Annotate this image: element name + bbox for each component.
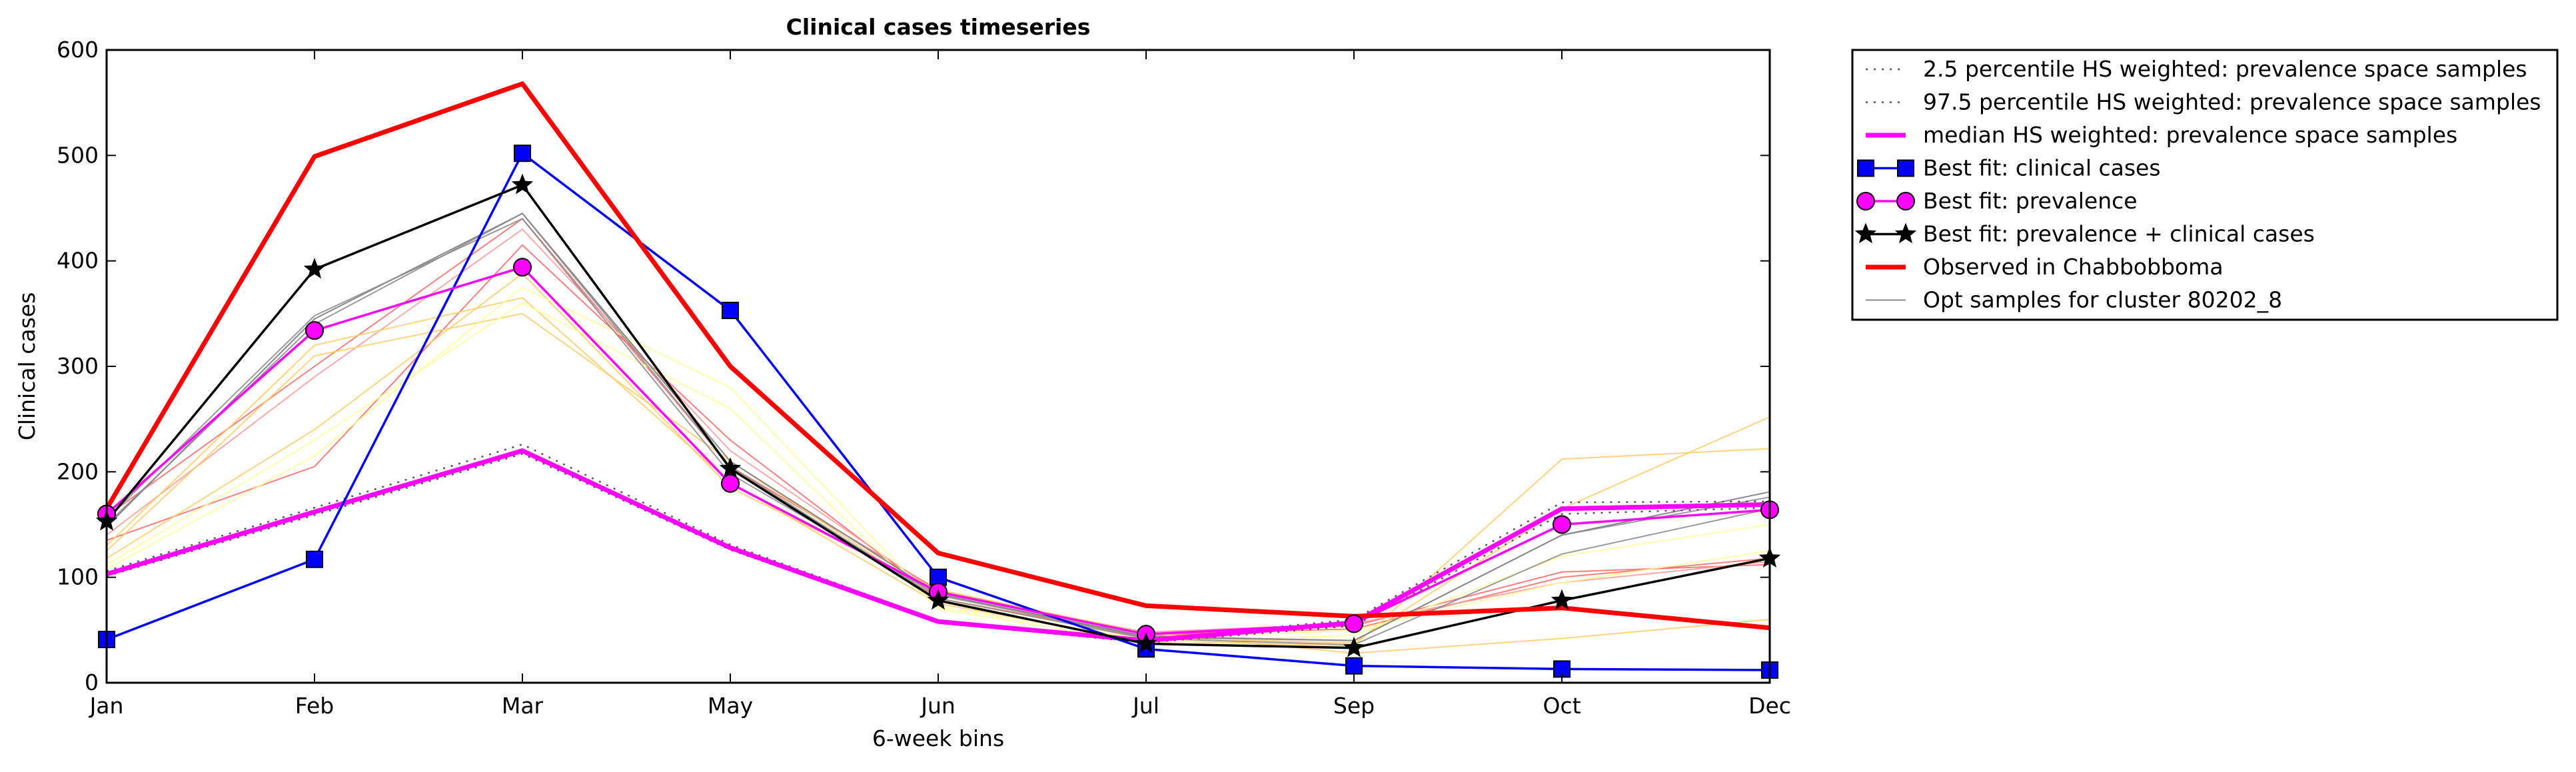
series-markers (95, 145, 1781, 679)
x-tick-label-4: Jun (920, 693, 956, 719)
y-axis-label: Clinical cases (14, 292, 40, 441)
x-tick-label-3: May (708, 693, 753, 719)
series-3-point-6 (1345, 657, 1363, 675)
x-tick-label-5: Jul (1131, 693, 1159, 719)
legend-label-6: Observed in Chabbobboma (1923, 254, 2224, 280)
legend-marker-start-5 (1854, 222, 1877, 244)
series-3-point-1 (306, 550, 323, 568)
y-tick-label-5: 500 (57, 142, 99, 168)
x-tick-label-7: Oct (1543, 693, 1581, 719)
chart-title: Clinical cases timeseries (786, 14, 1091, 40)
sample-line-7 (106, 286, 1770, 641)
legend-marker-end-4 (1896, 192, 1915, 210)
y-tick-label-2: 200 (57, 458, 99, 484)
series-5-point-2 (511, 173, 534, 194)
series-5-point-1 (303, 258, 326, 279)
series-5-point-4 (927, 589, 950, 610)
y-tick-label-3: 300 (57, 353, 99, 379)
series-3-point-3 (722, 302, 739, 320)
x-tick-label-6: Sep (1333, 693, 1375, 719)
series-4-point-3 (721, 474, 740, 493)
legend-marker-end-5 (1894, 222, 1917, 244)
series-5-point-3 (719, 457, 742, 478)
sample-line-6 (106, 302, 1770, 643)
series-line-2 (105, 448, 1770, 643)
x-axis: Jan Feb Mar May Jun Jul Sep Oct Dec (89, 50, 1791, 719)
legend-label-5: Best fit: prevalence + clinical cases (1923, 221, 2315, 247)
x-tick-label-1: Feb (295, 693, 334, 719)
y-tick-label-6: 600 (57, 37, 99, 63)
series-4-point-6 (1345, 614, 1363, 633)
series-5-point-5 (1135, 632, 1157, 653)
series-line-1 (106, 443, 1770, 641)
x-axis-label: 6-week bins (872, 725, 1004, 751)
legend-label-0: 2.5 percentile HS weighted: prevalence s… (1923, 56, 2527, 82)
series-4-point-7 (1553, 515, 1571, 534)
legend-box (1851, 49, 2559, 321)
x-tick-label-8: Dec (1748, 693, 1791, 719)
legend-label-4: Best fit: prevalence (1923, 188, 2138, 214)
y-axis: 0 100 200 300 400 500 600 (57, 37, 1770, 695)
x-tick-label-0: Jan (89, 693, 124, 719)
series-3-point-2 (514, 145, 531, 163)
x-tick-label-2: Mar (502, 693, 544, 719)
series-5-point-7 (1551, 589, 1573, 610)
series-4-point-2 (513, 258, 532, 277)
y-tick-label-0: 0 (85, 669, 99, 695)
series-line-6 (104, 81, 1770, 631)
y-tick-label-1: 100 (57, 564, 99, 590)
legend-label-7: Opt samples for cluster 80202_8 (1923, 287, 2282, 313)
series-line-0 (106, 453, 1770, 644)
legend-marker-start-4 (1856, 192, 1875, 210)
y-tick-label-4: 400 (57, 248, 99, 274)
series-4-point-1 (305, 321, 324, 340)
legend: 2.5 percentile HS weighted: prevalence s… (1851, 49, 2559, 321)
legend-label-3: Best fit: clinical cases (1923, 155, 2161, 181)
legend-marker-start-3 (1857, 159, 1874, 177)
legend-marker-end-3 (1897, 159, 1914, 177)
series-3-point-4 (930, 568, 947, 586)
legend-label-2: median HS weighted: prevalence space sam… (1923, 122, 2457, 148)
legend-label-1: 97.5 percentile HS weighted: prevalence … (1923, 89, 2541, 115)
series-5-point-6 (1343, 636, 1365, 657)
